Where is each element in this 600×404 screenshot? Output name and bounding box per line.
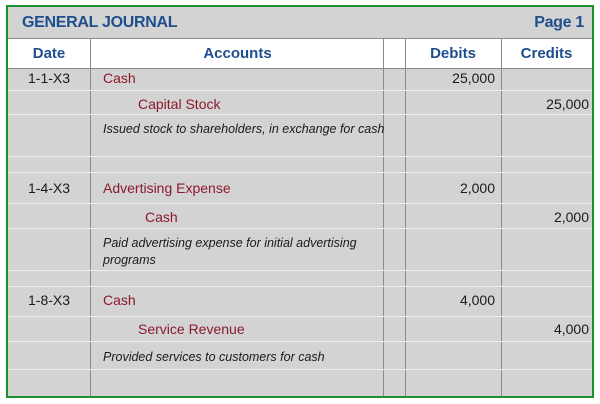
column-divider (90, 38, 91, 396)
debit-account: Cash (103, 292, 136, 308)
column-divider (405, 38, 406, 396)
debit-amount: 25,000 (452, 70, 495, 86)
page-number: Page 1 (534, 14, 584, 31)
row-line (8, 156, 592, 157)
column-header-row: Date Accounts Debits Credits (8, 38, 592, 69)
credit-amount: 25,000 (546, 96, 589, 112)
credit-amount: 4,000 (553, 321, 589, 337)
header-date: Date (32, 45, 66, 62)
column-divider (501, 38, 502, 396)
debit-amount: 2,000 (459, 180, 495, 196)
row-line (8, 203, 592, 204)
credit-account: Cash (145, 209, 178, 225)
journal-title-bar: GENERAL JOURNAL Page 1 (8, 7, 592, 38)
debit-amount: 4,000 (459, 292, 495, 308)
header-debits: Debits (430, 45, 476, 62)
row-line (8, 172, 592, 173)
entry-date: 1-1-X3 (28, 70, 71, 86)
row-line (8, 228, 592, 229)
credit-account: Service Revenue (138, 321, 245, 337)
credit-amount: 2,000 (553, 209, 589, 225)
debit-account: Advertising Expense (103, 180, 231, 196)
row-line (8, 341, 592, 342)
debit-account: Cash (103, 70, 136, 86)
row-line (8, 270, 592, 271)
row-line (8, 90, 592, 91)
column-divider (383, 38, 384, 396)
row-line (8, 286, 592, 287)
credit-account: Capital Stock (138, 96, 221, 112)
general-journal: GENERAL JOURNAL Page 1 Date Accounts Deb… (6, 5, 594, 398)
entry-date: 1-4-X3 (28, 180, 71, 196)
entry-memo: Issued stock to shareholders, in exchang… (103, 122, 385, 136)
entry-memo: Paid advertising expense for initial adv… (103, 236, 357, 267)
row-line (8, 369, 592, 370)
header-accounts: Accounts (203, 45, 272, 62)
row-line (8, 114, 592, 115)
header-credits: Credits (520, 45, 573, 62)
entry-memo: Provided services to customers for cash (103, 350, 325, 364)
row-line (8, 316, 592, 317)
journal-title: GENERAL JOURNAL (22, 14, 178, 31)
entry-date: 1-8-X3 (28, 292, 71, 308)
